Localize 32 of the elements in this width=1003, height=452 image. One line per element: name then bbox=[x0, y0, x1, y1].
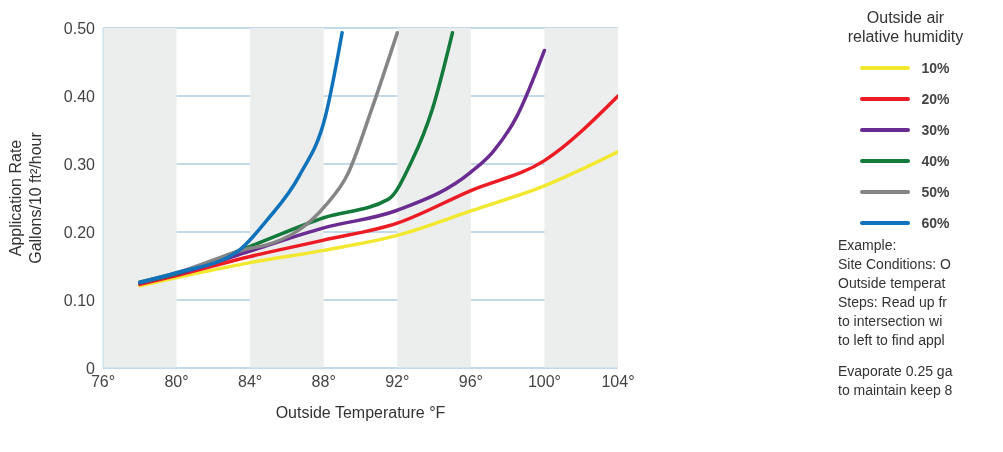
x-tick-label: 88° bbox=[311, 373, 336, 391]
y-axis-title: Application Rate Gallons/10 ft²/hour bbox=[7, 131, 44, 264]
text: Steps: Read up fr bbox=[838, 293, 948, 312]
x-tick-label: 100° bbox=[527, 373, 561, 391]
x-tick-label: 76° bbox=[90, 373, 116, 391]
text: to maintain keep 8 bbox=[838, 381, 953, 400]
x-tick-label: 96° bbox=[458, 373, 483, 391]
x-tick-label: 80° bbox=[164, 373, 189, 391]
text: to intersection wi bbox=[838, 312, 944, 331]
line-series bbox=[138, 150, 618, 288]
y-tick-label: 0.20 bbox=[63, 223, 96, 241]
legend-title: Outside air relative humidity bbox=[846, 8, 965, 46]
y-tick-label: 0.50 bbox=[63, 19, 96, 37]
y-tick-label: 0.40 bbox=[63, 87, 96, 105]
legend-label: 30% bbox=[921, 121, 951, 138]
x-tick-label: 92° bbox=[385, 373, 410, 391]
y-tick-label: 0.30 bbox=[63, 155, 96, 173]
text: Outside temperat bbox=[838, 274, 947, 293]
x-tick-label: 104° bbox=[601, 373, 635, 391]
legend-label: 10% bbox=[921, 59, 951, 76]
y-tick-label: 0.10 bbox=[63, 291, 96, 309]
text: Example: bbox=[838, 236, 898, 255]
x-tick-label: 84° bbox=[238, 373, 263, 391]
legend-label: 40% bbox=[921, 152, 951, 169]
legend-label: 50% bbox=[921, 183, 951, 200]
text: Site Conditions: O bbox=[838, 255, 952, 274]
legend-label: 60% bbox=[921, 214, 951, 231]
line-series bbox=[138, 31, 344, 285]
text: to left to find appl bbox=[838, 331, 946, 350]
x-axis-title: Outside Temperature °F bbox=[275, 404, 446, 421]
legend-label: 20% bbox=[921, 90, 951, 107]
text: Evaporate 0.25 ga bbox=[838, 362, 953, 381]
